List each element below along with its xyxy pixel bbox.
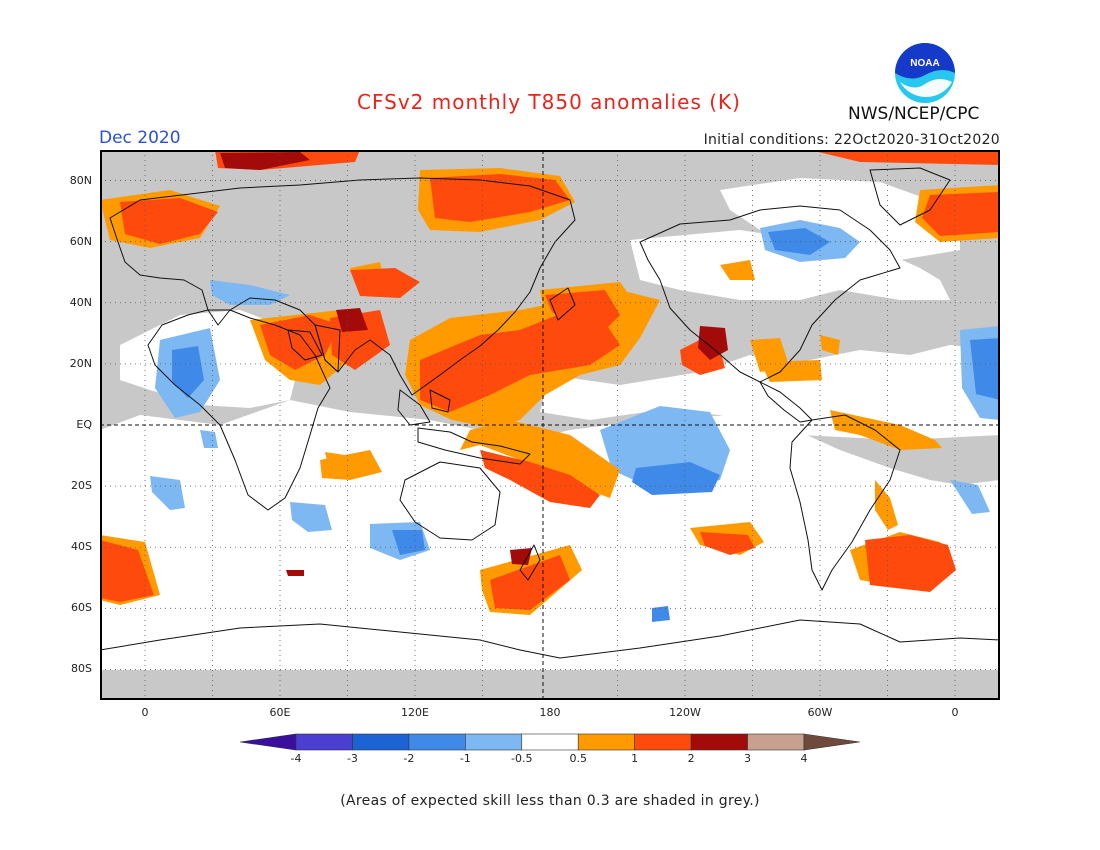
colorbar-left-arrow	[240, 733, 297, 751]
longitude-label: 0	[141, 706, 149, 719]
colorbar-tick-label: -1	[459, 752, 471, 765]
colorbar-swatch	[690, 733, 748, 751]
colorbar-tick-label: 1	[631, 752, 639, 765]
longitude-label: 60E	[269, 706, 291, 719]
latitude-label: 40S	[71, 540, 92, 554]
colorbar-tick-label: 0.5	[569, 752, 587, 765]
latitude-label: 20N	[69, 356, 92, 370]
colorbar-swatch	[634, 733, 692, 751]
colorbar-tick-label: -4	[290, 752, 302, 765]
positive-anomaly-regions-strong	[220, 152, 728, 576]
colorbar-swatch	[465, 733, 523, 751]
valid-month-label: Dec 2020	[99, 128, 181, 148]
colorbar-swatch	[577, 733, 635, 751]
colorbar-tick-label: -0.5	[511, 752, 533, 765]
skill-footnote: (Areas of expected skill less than 0.3 a…	[340, 793, 760, 809]
longitude-label: 120W	[669, 706, 701, 719]
colorbar-tick-label: -3	[346, 752, 358, 765]
colorbar-right-arrow	[803, 733, 860, 751]
latitude-label: EQ	[76, 418, 92, 431]
latitude-label: 80N	[69, 173, 92, 187]
colorbar-swatch	[352, 733, 410, 751]
latitude-label: 60N	[69, 234, 92, 248]
map-frame	[100, 150, 1000, 700]
near-normal-regions	[100, 178, 1000, 670]
colorbar-swatch	[747, 733, 805, 751]
colorbar-tick-label: 4	[800, 752, 808, 765]
initial-conditions-label: Initial conditions: 22Oct2020-31Oct2020	[703, 132, 1000, 148]
chart-title: CFSv2 monthly T850 anomalies (K)	[357, 90, 741, 114]
latitude-label: 80S	[71, 662, 92, 676]
longitude-label: 180	[539, 706, 561, 719]
colorbar	[240, 733, 860, 751]
coastlines	[100, 167, 1000, 659]
noaa-logo-text: NOAA	[910, 58, 939, 69]
longitude-label: 60W	[807, 706, 833, 719]
latitude-label: 40N	[69, 295, 92, 309]
agency-label: NWS/NCEP/CPC	[848, 104, 980, 124]
colorbar-swatch	[521, 733, 579, 751]
latitude-label: 20S	[71, 479, 92, 493]
colorbar-tick-label: -2	[403, 752, 415, 765]
anomaly-map	[100, 150, 1000, 700]
latitude-label: 60S	[71, 601, 92, 615]
longitude-label: 0	[951, 706, 959, 719]
colorbar-swatch	[408, 733, 466, 751]
colorbar-swatch	[295, 733, 353, 751]
colorbar-tick-label: 2	[687, 752, 695, 765]
noaa-logo: NOAA	[895, 43, 955, 103]
colorbar-tick-label: 3	[744, 752, 752, 765]
longitude-label: 120E	[401, 706, 429, 719]
